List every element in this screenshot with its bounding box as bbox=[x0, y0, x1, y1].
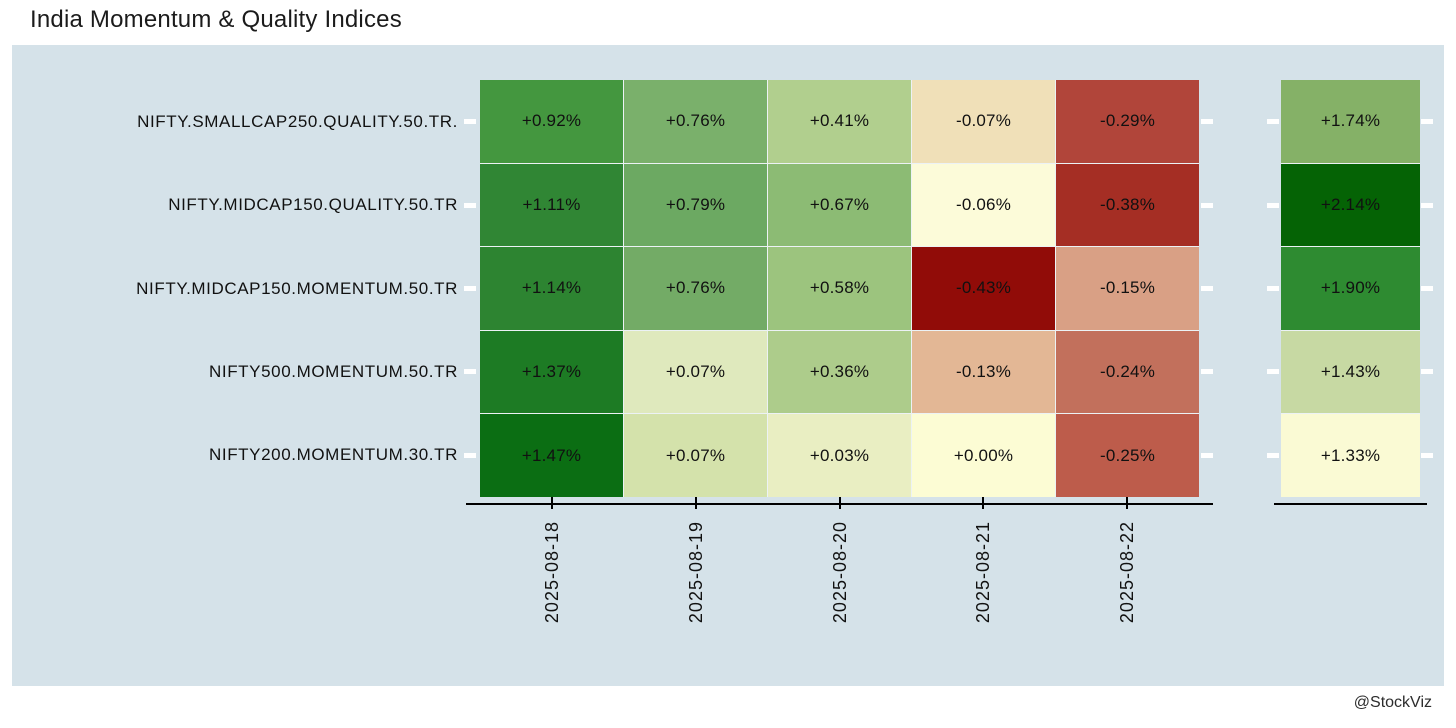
heatmap-cell: -0.13% bbox=[912, 330, 1055, 414]
heatmap-cell: +0.36% bbox=[768, 330, 911, 414]
row-tick-dash bbox=[1267, 202, 1279, 208]
x-axis-date-label: 2025-08-19 bbox=[685, 521, 706, 624]
row-tick-dash bbox=[1267, 286, 1279, 291]
totals-cell: +1.90% bbox=[1281, 247, 1420, 330]
x-axis-line-totals bbox=[1274, 503, 1427, 505]
heatmap-cell: +0.58% bbox=[768, 247, 911, 330]
row-tick-dash bbox=[464, 369, 476, 375]
x-axis-tick bbox=[838, 497, 841, 509]
chart-title: India Momentum & Quality Indices bbox=[30, 6, 402, 33]
totals-cell: +1.33% bbox=[1281, 414, 1420, 497]
totals-cell: +1.43% bbox=[1281, 330, 1420, 414]
x-axis-date-label: 2025-08-21 bbox=[973, 521, 994, 624]
heatmap-cell: -0.43% bbox=[912, 247, 1055, 330]
plot-area: NIFTY.SMALLCAP250.QUALITY.50.TR. NIFTY.MI… bbox=[12, 45, 1444, 686]
row-label: NIFTY.MIDCAP150.QUALITY.50.TR bbox=[168, 195, 458, 215]
row-tick-dash bbox=[1421, 452, 1433, 458]
heatmap-cell: +1.14% bbox=[480, 247, 623, 330]
row-tick-dash bbox=[1201, 202, 1213, 208]
row-label: NIFTY.SMALLCAP250.QUALITY.50.TR. bbox=[137, 111, 458, 131]
row-tick-dash bbox=[464, 452, 476, 458]
x-axis-date-label: 2025-08-22 bbox=[1117, 521, 1138, 624]
row-tick-dash bbox=[1421, 119, 1433, 125]
heatmap-cell: +0.79% bbox=[624, 163, 767, 247]
row-label: NIFTY200.MOMENTUM.30.TR bbox=[209, 445, 458, 465]
heatmap-cell: +0.07% bbox=[624, 414, 767, 497]
heatmap-cell: +1.11% bbox=[480, 163, 623, 247]
heatmap-cell: -0.38% bbox=[1056, 163, 1199, 247]
row-label: NIFTY.MIDCAP150.MOMENTUM.50.TR bbox=[136, 278, 458, 298]
heatmap-cell: -0.29% bbox=[1056, 80, 1199, 163]
heatmap-cell: -0.24% bbox=[1056, 330, 1199, 414]
heatmap-cell: +0.03% bbox=[768, 414, 911, 497]
heatmap-cell: +1.37% bbox=[480, 330, 623, 414]
watermark: @StockViz bbox=[1353, 694, 1432, 711]
x-axis-tick bbox=[694, 497, 697, 509]
row-tick-dash bbox=[464, 119, 476, 125]
x-axis-tick bbox=[550, 497, 553, 509]
heatmap-cell: -0.07% bbox=[912, 80, 1055, 163]
row-tick-dash bbox=[1201, 369, 1213, 375]
row-tick-dash bbox=[1421, 369, 1433, 375]
heatmap-cell: -0.15% bbox=[1056, 247, 1199, 330]
heatmap-cell: +0.00% bbox=[912, 414, 1055, 497]
row-tick-dash bbox=[464, 286, 476, 291]
heatmap-cell: +0.92% bbox=[480, 80, 623, 163]
heatmap-grid: +0.92% +0.76% +0.41% -0.07% -0.29% +1.11% +0.7… bbox=[480, 80, 1199, 497]
x-axis-date-label: 2025-08-18 bbox=[541, 521, 562, 624]
totals-cell: +2.14% bbox=[1281, 163, 1420, 247]
row-tick-dash bbox=[1421, 202, 1433, 208]
heatmap-cell: +0.07% bbox=[624, 330, 767, 414]
row-tick-dash bbox=[1201, 119, 1213, 125]
row-tick-dash bbox=[1421, 286, 1433, 291]
row-tick-dash bbox=[1267, 452, 1279, 458]
row-tick-dash bbox=[1201, 452, 1213, 458]
heatmap-cell: +1.47% bbox=[480, 414, 623, 497]
heatmap-cell: +0.76% bbox=[624, 247, 767, 330]
x-axis-date-label: 2025-08-20 bbox=[829, 521, 850, 624]
row-tick-dash bbox=[1267, 119, 1279, 125]
totals-cell: +1.74% bbox=[1281, 80, 1420, 163]
heatmap-cell: +0.41% bbox=[768, 80, 911, 163]
x-axis-tick bbox=[982, 497, 985, 509]
totals-column: +1.74% +2.14% +1.90% +1.43% +1.33% bbox=[1281, 80, 1420, 497]
heatmap-cell: +0.76% bbox=[624, 80, 767, 163]
row-tick-dash bbox=[464, 202, 476, 208]
heatmap-cell: -0.25% bbox=[1056, 414, 1199, 497]
row-label: NIFTY500.MOMENTUM.50.TR bbox=[209, 361, 458, 381]
row-tick-dash bbox=[1201, 286, 1213, 291]
heatmap-cell: +0.67% bbox=[768, 163, 911, 247]
heatmap-cell: -0.06% bbox=[912, 163, 1055, 247]
row-tick-dash bbox=[1267, 369, 1279, 375]
x-axis-tick bbox=[1126, 497, 1129, 509]
